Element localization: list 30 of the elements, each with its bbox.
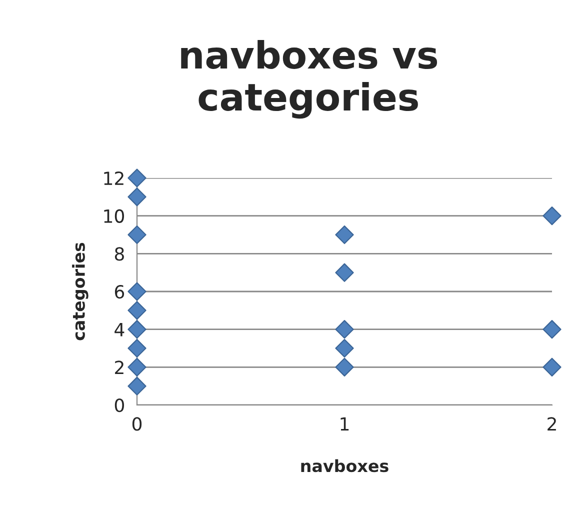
point [335,338,354,358]
point [335,358,354,377]
y-tick-label: 6 [114,284,124,299]
point [128,376,146,396]
point [335,225,354,244]
point [335,320,354,339]
point [542,206,562,226]
point [128,225,146,244]
x-tick-label: 1 [340,417,349,431]
chart-title: navboxes vs categories [181,40,438,119]
y-tick-label: 12 [104,171,124,185]
point [128,301,146,320]
point [128,358,146,377]
y-axis-title: categories [72,242,88,340]
y-tick-label: 0 [114,398,124,412]
point [542,320,562,339]
x-tick-label: 2 [548,417,556,431]
x-tick-label: 0 [132,417,142,431]
point [335,263,354,282]
point [128,282,146,301]
point [128,338,146,358]
y-tick-label: 8 [114,247,124,261]
point [128,168,146,188]
y-tick-label: 4 [114,323,124,336]
point [128,188,146,206]
point [128,320,146,339]
y-tick-label: 10 [104,209,124,223]
y-tick-label: 2 [115,360,124,374]
x-axis-title: navboxes [301,459,388,472]
point [542,358,562,377]
